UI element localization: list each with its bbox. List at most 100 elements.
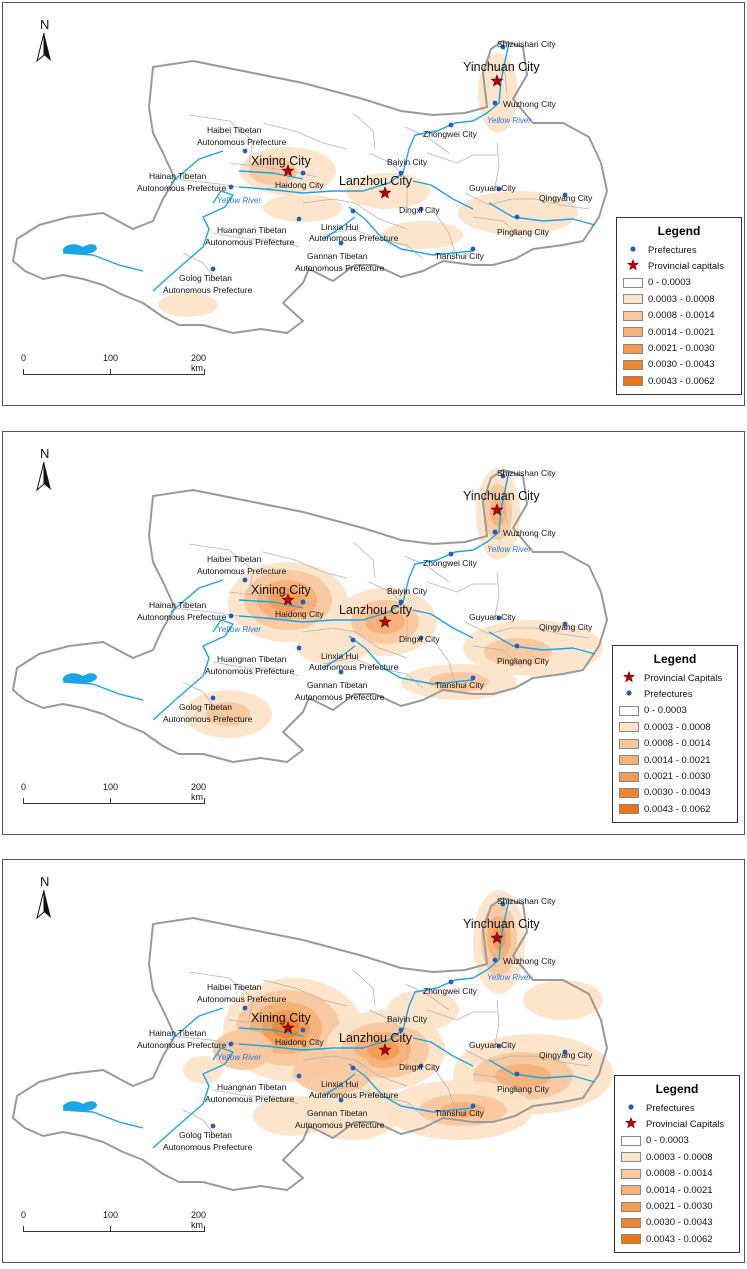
label-qingyang: Qingyang City	[539, 1050, 593, 1060]
river-line	[322, 645, 356, 669]
label-pingliang: Pingliang City	[497, 227, 550, 237]
label-haibei1: Haibei Tibetan	[207, 554, 262, 564]
prefecture-boundary	[494, 999, 500, 1045]
label-gannan1: Gannan Tibetan	[307, 680, 368, 690]
river-line	[238, 599, 304, 609]
label-qingyang: Qingyang City	[539, 622, 593, 632]
prefecture-point-golog	[210, 695, 216, 701]
legend-item: 0.0043 - 0.0062	[621, 1231, 733, 1247]
label-guyuan: Guyuan City	[469, 183, 517, 193]
prefecture-boundary	[472, 1073, 524, 1097]
prefecture-boundary	[262, 122, 348, 150]
prefecture-point-huangnan	[296, 216, 302, 222]
river-line	[412, 1037, 474, 1067]
legend-title: Legend	[653, 652, 697, 666]
legend-swatch	[619, 722, 639, 733]
density-blob	[293, 1050, 373, 1094]
prefecture-boundary	[188, 543, 254, 593]
scale-tick-100: 100	[103, 353, 119, 363]
river-line	[238, 1027, 304, 1037]
label-golog1: Golog Tibetan	[179, 1130, 232, 1140]
label-tianshui: Tianshui City	[435, 680, 485, 690]
prefecture-point-zhongwei	[448, 122, 454, 128]
prefecture-point-wuzhong	[492, 529, 498, 535]
prefecture-point-haibei	[242, 1005, 248, 1011]
prefecture-point-tianshui	[470, 246, 476, 252]
label-golog1: Golog Tibetan	[179, 702, 232, 712]
prefecture-point-linxia	[350, 208, 356, 214]
prefecture-boundary	[404, 983, 450, 1011]
label-zhongwei: Zhongwei City	[423, 558, 478, 568]
legend-swatch	[619, 787, 639, 798]
density-blob	[249, 157, 297, 185]
legend-swatch	[621, 1217, 641, 1228]
label-haibei2: Autonomous Prefecture	[197, 994, 287, 1004]
label-huangnan2: Autonomous Prefecture	[205, 237, 295, 247]
legend-label: 0.0043 - 0.0062	[646, 1233, 713, 1245]
legend-label: Prefectures	[648, 244, 697, 256]
label-golog2: Autonomous Prefecture	[163, 1142, 253, 1152]
place-labels: Shizuishan City Yinchuan City Wuzhong City…	[137, 39, 593, 295]
scale-midtick	[110, 369, 111, 375]
label-wuzhong: Wuzhong City	[503, 99, 557, 109]
label-yinchuan: Yinchuan City	[463, 60, 540, 74]
prefecture-boundaries	[170, 919, 590, 1139]
yellow-river-label: Yellow River	[217, 196, 261, 205]
label-golog2: Autonomous Prefecture	[163, 285, 253, 295]
prefecture-boundary	[464, 192, 590, 210]
prefecture-boundary	[464, 621, 590, 639]
legend-swatch	[619, 738, 639, 749]
label-gannan2: Autonomous Prefecture	[295, 692, 385, 702]
label-baiyin: Baiyin City	[387, 157, 428, 167]
river-line	[488, 631, 596, 655]
capital-star-yinchuan	[490, 74, 504, 87]
prefecture-point-pingliang	[514, 1071, 520, 1077]
legend-label: 0.0003 - 0.0008	[648, 293, 715, 305]
prefecture-point-pingliang	[514, 214, 520, 220]
map-panel-2: Yellow River Yellow River Shizuishan City Y…	[2, 431, 745, 835]
scale-line	[23, 798, 205, 804]
label-guyuan: Guyuan City	[469, 1040, 517, 1050]
label-baiyin: Baiyin City	[387, 1014, 428, 1024]
prefecture-boundary	[188, 114, 254, 164]
prefecture-point-icon	[623, 244, 643, 257]
label-wuzhong: Wuzhong City	[503, 528, 557, 538]
map-panel-3: Yellow River Yellow River Shizuishan City Y…	[2, 859, 745, 1263]
capital-star-icon	[621, 1116, 641, 1132]
legend-item: Provincial Capitals	[621, 1116, 733, 1132]
legend-item: Prefectures	[623, 242, 735, 258]
legend-swatch	[621, 1135, 641, 1146]
label-zhongwei: Zhongwei City	[423, 986, 478, 996]
map-canvas: Yellow River Yellow River Shizuishan City Y…	[12, 468, 608, 763]
river-line	[152, 619, 234, 721]
river-line	[348, 206, 474, 256]
label-haibei2: Autonomous Prefecture	[197, 137, 287, 147]
prefecture-boundary	[404, 126, 450, 154]
label-hainan1: Hainan Tibetan	[149, 600, 206, 610]
prefecture-point-dingxi	[418, 206, 424, 212]
density-blob	[183, 1056, 223, 1084]
legend-item: 0 - 0.0003	[621, 1133, 733, 1149]
legend-label: Prefectures	[646, 1102, 695, 1114]
region-outline	[12, 40, 608, 334]
legend-title: Legend	[655, 1082, 699, 1096]
prefecture-point-tianshui	[470, 1103, 476, 1109]
prefecture-point-shizuishan	[500, 473, 506, 479]
capital-star-yinchuan	[490, 503, 504, 516]
prefecture-boundary	[352, 969, 376, 1007]
legend-label: Provincial capitals	[648, 261, 725, 273]
label-haidong: Haidong City	[275, 609, 324, 619]
prefecture-point-hainan	[228, 1041, 234, 1047]
legend-item: 0.0003 - 0.0008	[623, 291, 735, 307]
legend-swatch	[621, 1201, 641, 1212]
north-arrow-icon	[36, 32, 51, 63]
prefecture-point-icon	[619, 688, 639, 701]
label-tianshui: Tianshui City	[435, 251, 485, 261]
scale-bar: 0 100 200 km	[19, 353, 219, 383]
density-blob	[206, 702, 250, 726]
legend-swatch	[623, 376, 643, 387]
label-hainan2: Autonomous Prefecture	[137, 612, 227, 622]
river-line	[348, 1063, 474, 1113]
density-blob	[213, 1030, 273, 1070]
north-arrow-icon	[36, 889, 51, 920]
